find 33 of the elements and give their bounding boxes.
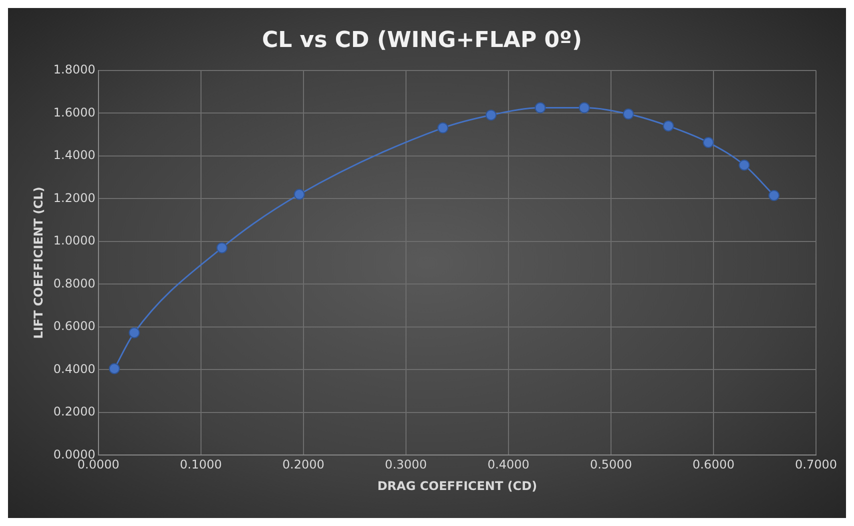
point (578, 102, 590, 114)
y-tick-label: 1.8000 (53, 62, 96, 77)
point (486, 110, 497, 121)
point (702, 136, 714, 148)
x-tick-label: 0.0000 (77, 458, 120, 472)
point (622, 108, 634, 120)
point (534, 102, 546, 114)
x-tick-label: 0.6000 (692, 458, 734, 472)
x-tick-label: 0.4000 (487, 458, 530, 472)
y-tick-label: 1.4000 (53, 148, 96, 162)
x-tick-label: 0.5000 (590, 458, 632, 472)
y-tick-label: 1.6000 (53, 105, 96, 120)
x-tick-label: 0.3000 (384, 458, 427, 472)
point (216, 242, 228, 254)
x-tick-label: 0.7000 (795, 458, 837, 472)
point (128, 327, 140, 338)
point (294, 188, 305, 200)
x-tick-label: 0.2000 (282, 458, 324, 472)
y-tick-label: 1.2000 (53, 190, 96, 205)
y-tick-label: 0.6000 (53, 319, 96, 334)
y-tick-label: 0.4000 (53, 362, 96, 376)
y-tick-label: 0.8000 (53, 276, 96, 290)
point (437, 122, 448, 134)
point (662, 120, 674, 132)
y-axis-title: LIFT COEFFICIENT (CL) (31, 186, 46, 339)
y-tick-label: 1.0000 (53, 234, 96, 248)
point (738, 160, 750, 171)
x-axis-title: DRAG COEFFICENT (CD) (377, 478, 538, 493)
point (108, 363, 120, 374)
point (768, 190, 780, 201)
x-tick-label: 0.1000 (180, 458, 222, 472)
chart-title: CL vs CD (WING+FLAP 0º) (262, 28, 582, 53)
y-tick-label: 0.2000 (53, 404, 96, 419)
